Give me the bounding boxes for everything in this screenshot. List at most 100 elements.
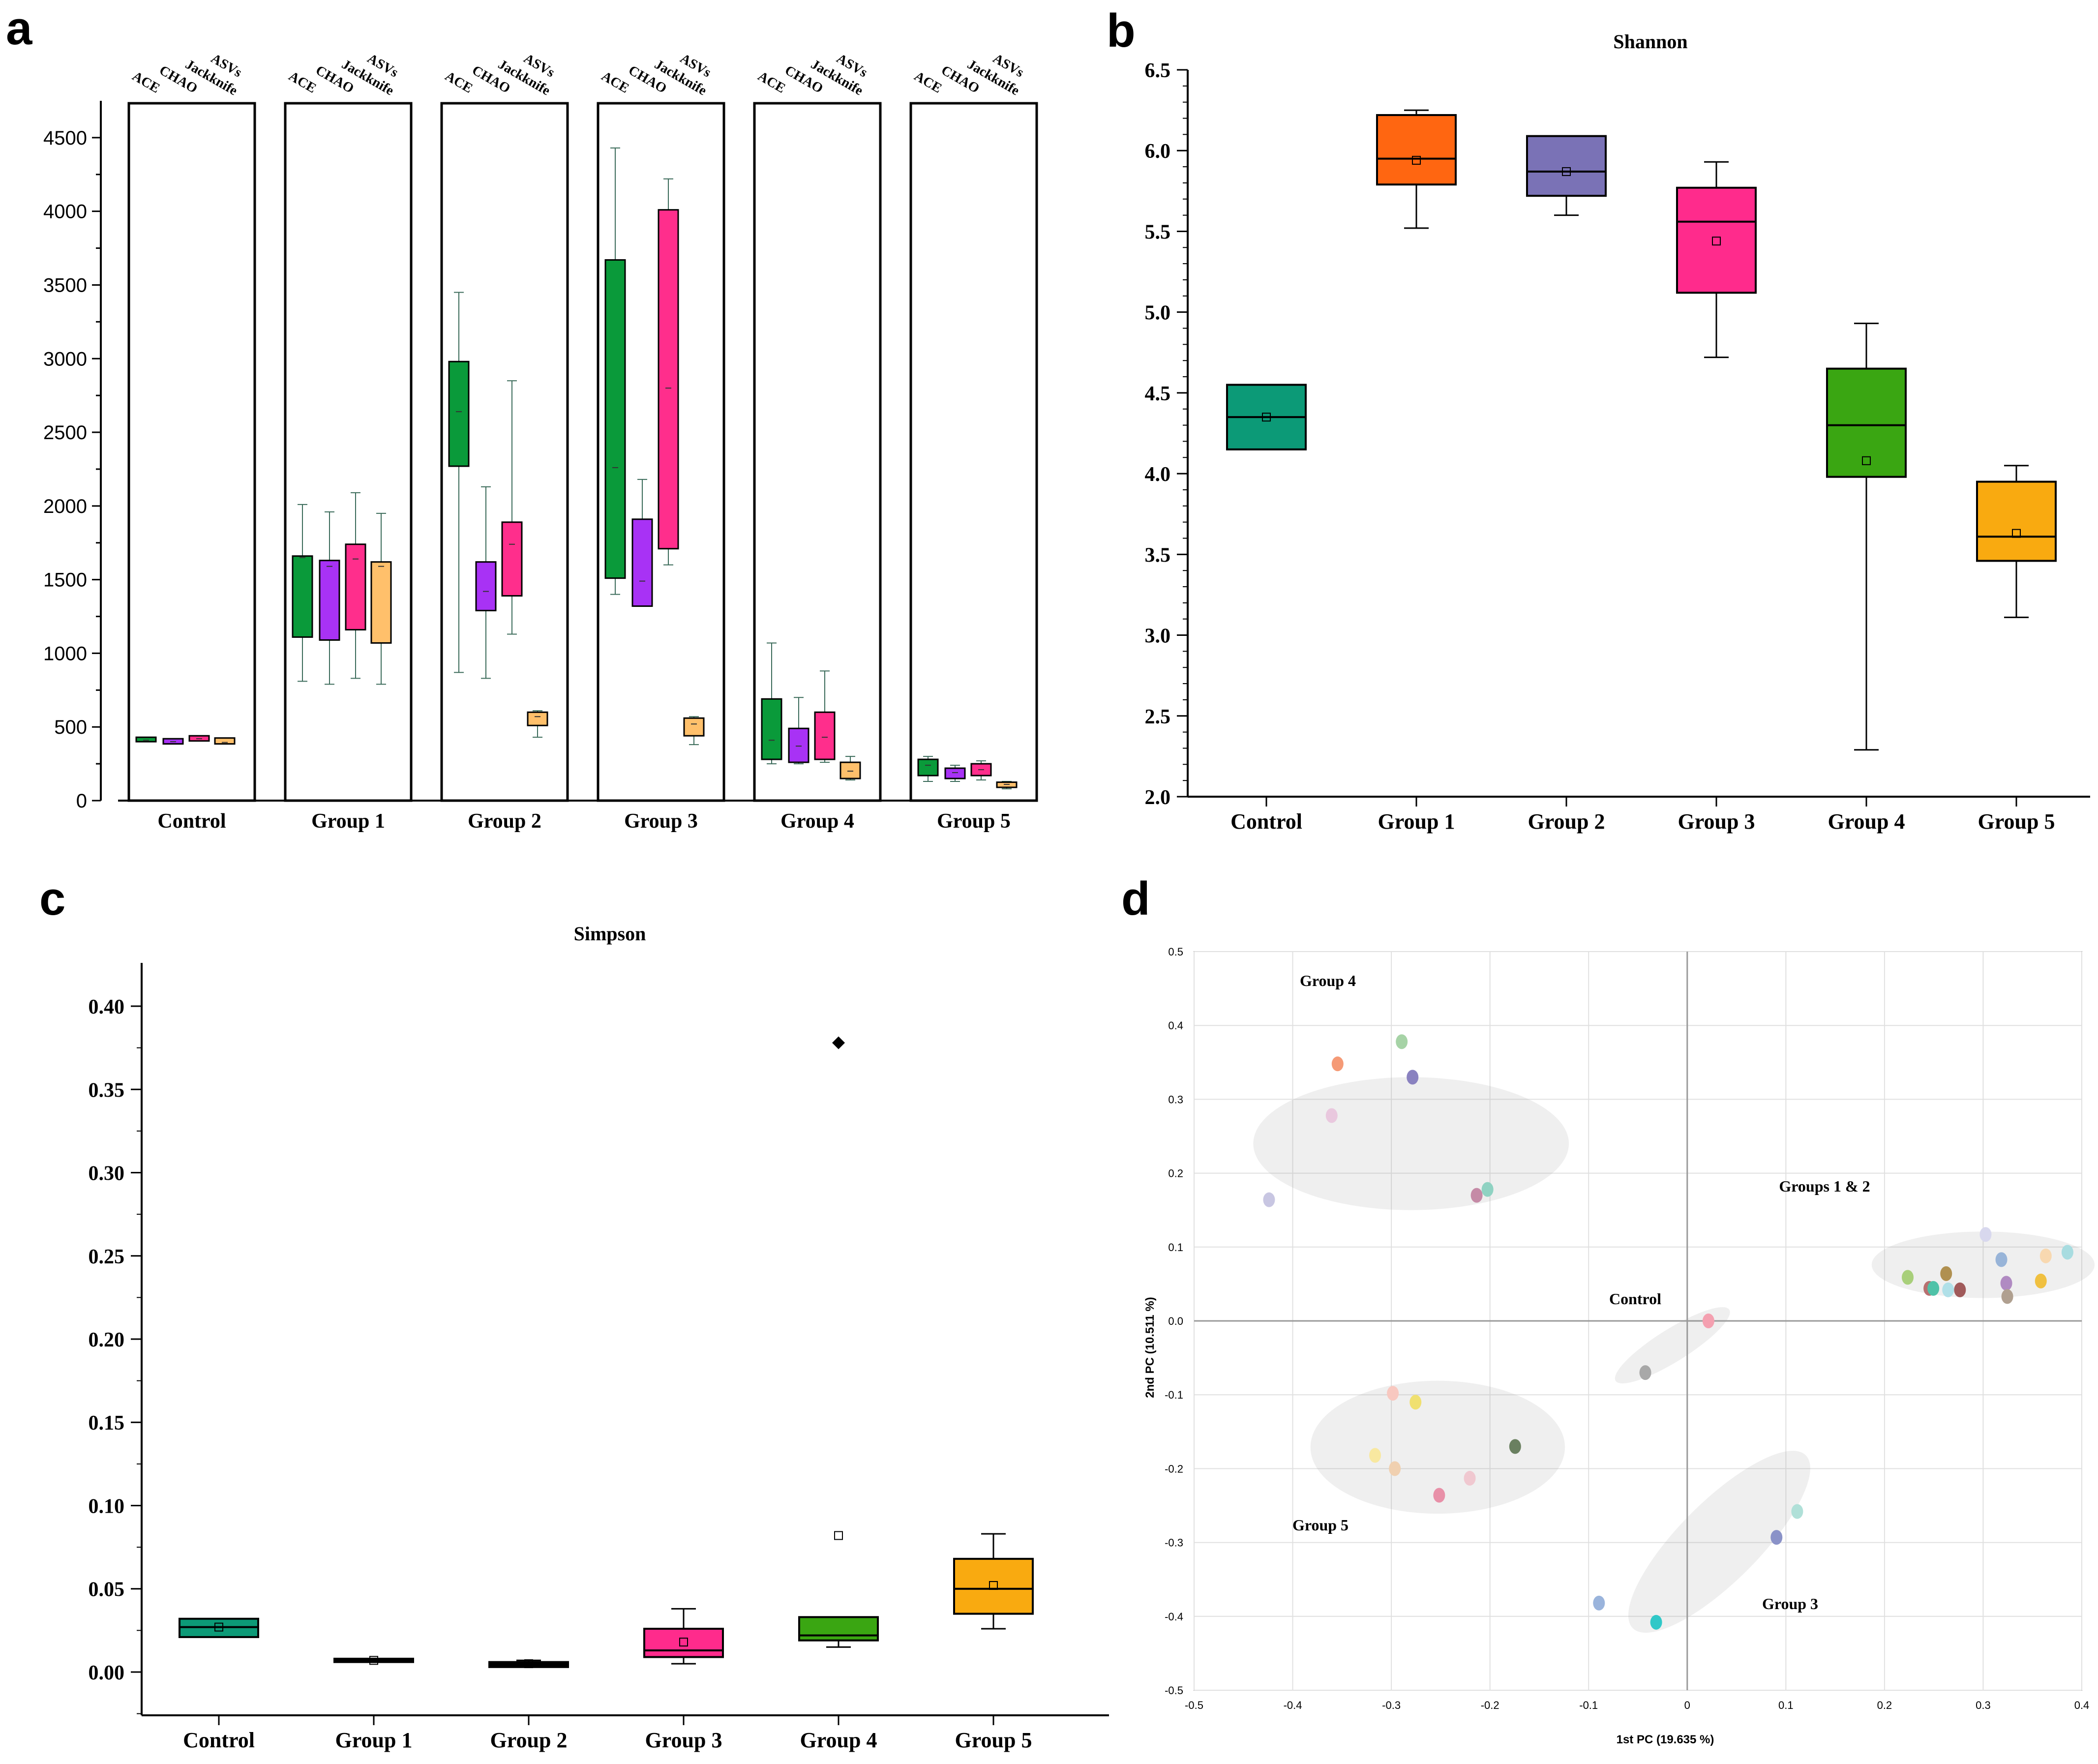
- y-tick-label: 4.0: [1145, 463, 1171, 486]
- panel-b-plot: 2.0 2.5 3.0 3.5 4.0 4.5 5.0 5.5 6.0 6.5 Control Gro…: [1145, 60, 2090, 834]
- box: [604, 259, 626, 579]
- sample-point: [1791, 1504, 1803, 1519]
- y-tick-label: 2.0: [1145, 786, 1171, 809]
- y-tick-label: 0.5: [1168, 946, 1183, 958]
- sample-point: [2000, 1276, 2012, 1291]
- box: [944, 767, 966, 779]
- y-tick-label: 0.15: [89, 1412, 125, 1435]
- y-tick-label: 0.4: [1168, 1019, 1183, 1032]
- x-tick-label: Control: [1230, 809, 1302, 834]
- panel-d-plot: -0.5 -0.4 -0.3 -0.2 -0.1 0 0.1 0.2 0.3 0.4 -0.5 -0.…: [1165, 946, 2095, 1711]
- panel-d-ylabel: 2nd PC (10.511 %): [1143, 1297, 1157, 1398]
- panel-letter-c: c: [39, 872, 65, 925]
- x-tick-label: -0.3: [1382, 1699, 1401, 1711]
- group-label: Group 3: [1762, 1595, 1818, 1613]
- y-tick-label: 3.0: [1145, 625, 1171, 648]
- mean-marker: [679, 1638, 688, 1647]
- panel-letter-a: a: [6, 2, 32, 55]
- y-tick-label: 0.10: [89, 1495, 125, 1518]
- sample-point: [1995, 1252, 2008, 1267]
- mean-marker: [1562, 167, 1571, 176]
- y-tick-label: 1500: [43, 569, 87, 591]
- x-tick-label: Group 2: [490, 1728, 568, 1752]
- panel-a-plot: 0 500 1000 1500 2000 2500 3000 3500 4000 4500 Cont…: [43, 51, 1038, 833]
- y-tick-label: 3500: [43, 274, 87, 296]
- box: [683, 717, 705, 737]
- panel-d-pca-scatter: 1st PC (19.635 %) 2nd PC (10.511 %) -0.5…: [1143, 946, 2095, 1746]
- sample-point: [1481, 1182, 1494, 1197]
- panel-b-title: Shannon: [1613, 30, 1687, 53]
- group-label: Group 5: [937, 810, 1011, 833]
- group-frame: [440, 102, 569, 802]
- group-frame: [127, 102, 256, 802]
- y-tick-label: 4500: [43, 127, 87, 149]
- mean-marker: [2012, 529, 2021, 538]
- sample-point: [1325, 1108, 1338, 1123]
- group-ellipse: [1253, 1077, 1569, 1210]
- metric-label: ACE: [130, 68, 163, 96]
- sample-point: [1650, 1615, 1662, 1630]
- sample-point: [1433, 1488, 1445, 1503]
- y-tick-label: 0.0: [1168, 1315, 1183, 1327]
- box: [370, 561, 392, 644]
- panel-a-richness-boxplots: 0 500 1000 1500 2000 2500 3000 3500 4000 4500 Cont…: [43, 51, 1038, 833]
- box: [135, 736, 157, 743]
- y-tick-label: 0.00: [89, 1662, 125, 1684]
- x-tick-label: 0: [1684, 1699, 1690, 1711]
- y-tick-label: -0.1: [1165, 1389, 1183, 1401]
- mean-marker: [369, 1656, 378, 1665]
- y-tick-label: -0.2: [1165, 1463, 1183, 1475]
- sample-point: [1639, 1365, 1651, 1380]
- group-label: Control: [157, 810, 226, 833]
- x-tick-label: Group 5: [955, 1728, 1032, 1752]
- x-tick-label: -0.5: [1185, 1699, 1203, 1711]
- x-tick-label: 0.1: [1778, 1699, 1794, 1711]
- box: [475, 561, 497, 612]
- box: [631, 518, 653, 607]
- x-tick-label: Group 4: [1828, 809, 1905, 834]
- box: [448, 360, 470, 467]
- outlier-marker: [832, 1036, 845, 1049]
- y-tick-label: 6.5: [1145, 60, 1171, 82]
- mean-marker: [1862, 456, 1871, 465]
- sample-point: [1593, 1595, 1605, 1611]
- sample-point: [1407, 1070, 1419, 1085]
- y-tick-label: 0.30: [89, 1163, 125, 1185]
- y-tick-label: 5.0: [1145, 302, 1171, 325]
- y-tick-label: 5.5: [1145, 221, 1171, 243]
- mean-marker: [524, 1659, 533, 1669]
- metric-label: ACE: [286, 68, 319, 96]
- metric-label: ACE: [443, 68, 476, 96]
- group-label: Group 3: [624, 810, 698, 833]
- box: [1376, 114, 1457, 186]
- group-label: Control: [1609, 1290, 1661, 1308]
- panel-b-shannon-boxplot: Shannon 2.0 2.5 3.0 3.5 4.0 4.5 5.0 5.5 6.0 6.5 Co…: [1145, 30, 2090, 834]
- box: [953, 1557, 1034, 1615]
- x-tick-label: 0.3: [1976, 1699, 1991, 1711]
- y-tick-label: 2000: [43, 496, 87, 517]
- group-ellipse: [1628, 1451, 1810, 1633]
- group-frame: [284, 102, 413, 802]
- y-tick-label: 0.20: [89, 1329, 125, 1351]
- box: [917, 758, 939, 777]
- y-tick-label: 2.5: [1145, 706, 1171, 728]
- panel-d-xlabel: 1st PC (19.635 %): [1617, 1733, 1714, 1746]
- sample-point: [1470, 1188, 1483, 1203]
- group-label: Group 4: [780, 810, 854, 833]
- box: [798, 1616, 879, 1642]
- panel-c-title: Simpson: [574, 923, 646, 945]
- sample-point: [1509, 1439, 1521, 1454]
- x-tick-label: Group 3: [1678, 809, 1755, 834]
- box: [319, 560, 340, 641]
- x-tick-label: 0.2: [1877, 1699, 1892, 1711]
- sample-point: [1702, 1314, 1714, 1328]
- y-tick-label: -0.3: [1165, 1537, 1183, 1549]
- sample-point: [2035, 1273, 2047, 1288]
- x-tick-label: Group 1: [335, 1728, 413, 1752]
- y-tick-label: 4000: [43, 201, 87, 223]
- group-label: Group 4: [1300, 972, 1356, 989]
- box: [527, 711, 548, 726]
- box: [814, 711, 836, 760]
- sample-point: [1409, 1395, 1422, 1410]
